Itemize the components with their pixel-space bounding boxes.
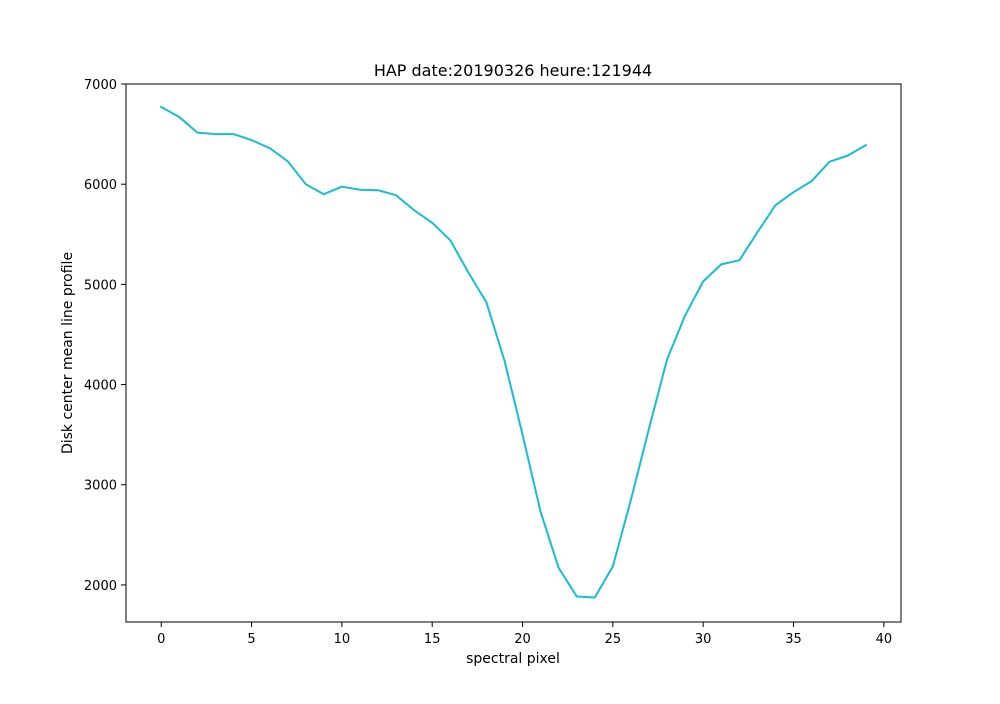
x-axis-label: spectral pixel [466,651,560,667]
y-tick-label: 5000 [84,278,117,293]
y-axis-label: Disk center mean line profile [60,252,76,454]
x-tick-label: 15 [424,632,441,647]
x-axis-ticks: 0 5 10 15 20 25 30 35 40 [157,622,892,647]
y-tick-label: 3000 [84,479,117,494]
x-tick-label: 35 [785,632,802,647]
x-tick-label: 10 [334,632,351,647]
y-tick-label: 2000 [84,579,117,594]
y-tick-label: 6000 [84,178,117,193]
plot-area-frame [126,84,901,622]
x-tick-label: 30 [695,632,712,647]
x-tick-label: 0 [157,632,165,647]
y-tick-label: 7000 [84,78,117,93]
series-layer [161,107,866,597]
y-tick-label: 4000 [84,379,117,394]
x-tick-label: 5 [247,632,255,647]
chart-title: HAP date:20190326 heure:121944 [374,61,652,80]
x-tick-label: 40 [876,632,893,647]
x-tick-label: 25 [605,632,622,647]
y-axis-ticks: 2000 3000 4000 5000 6000 7000 [84,78,126,594]
series-line [161,107,866,597]
x-tick-label: 20 [514,632,531,647]
